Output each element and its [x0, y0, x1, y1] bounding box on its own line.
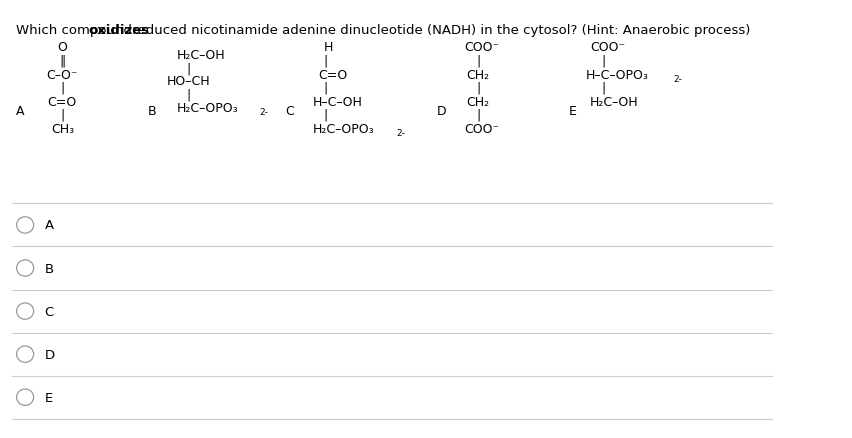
- Text: |: |: [187, 62, 191, 75]
- Text: H₂C–OH: H₂C–OH: [176, 49, 225, 62]
- Text: |: |: [602, 81, 606, 95]
- Text: |: |: [324, 81, 328, 95]
- Text: C=O: C=O: [319, 69, 348, 81]
- Text: COO⁻: COO⁻: [590, 41, 625, 53]
- Text: ‖: ‖: [60, 54, 66, 67]
- Text: HO–CH: HO–CH: [167, 75, 210, 88]
- Text: H–C–OPO₃: H–C–OPO₃: [586, 69, 649, 81]
- Text: C–O⁻: C–O⁻: [47, 69, 78, 81]
- Text: B: B: [147, 105, 156, 118]
- Text: |: |: [602, 54, 606, 67]
- Text: 2-: 2-: [260, 108, 268, 117]
- Text: 2-: 2-: [674, 75, 682, 84]
- Text: C=O: C=O: [48, 95, 77, 109]
- Text: E: E: [569, 105, 577, 118]
- Text: C: C: [285, 105, 294, 118]
- Text: |: |: [187, 88, 191, 101]
- Text: E: E: [44, 391, 53, 404]
- Text: Which compound: Which compound: [16, 24, 136, 36]
- Text: |: |: [60, 81, 65, 95]
- Text: H–C–OH: H–C–OH: [313, 95, 363, 109]
- Text: |: |: [324, 109, 328, 121]
- Text: COO⁻: COO⁻: [464, 41, 499, 53]
- Text: D: D: [437, 105, 446, 118]
- Text: CH₂: CH₂: [467, 95, 490, 109]
- Text: H₂C–OPO₃: H₂C–OPO₃: [313, 122, 375, 135]
- Text: |: |: [324, 54, 328, 67]
- Text: C: C: [44, 305, 54, 318]
- Text: |: |: [476, 54, 481, 67]
- Text: reduced nicotinamide adenine dinucleotide (NADH) in the cytosol? (Hint: Anaerobi: reduced nicotinamide adenine dinucleotid…: [129, 24, 751, 36]
- Text: H: H: [324, 41, 333, 53]
- Text: |: |: [476, 109, 481, 121]
- Text: H₂C–OPO₃: H₂C–OPO₃: [176, 102, 238, 115]
- Text: CH₂: CH₂: [467, 69, 490, 81]
- Text: O: O: [57, 41, 67, 53]
- Text: oxidizes: oxidizes: [88, 24, 149, 36]
- Text: COO⁻: COO⁻: [464, 122, 499, 135]
- Text: H₂C–OH: H₂C–OH: [590, 95, 639, 109]
- Text: A: A: [16, 105, 25, 118]
- Text: A: A: [44, 219, 54, 232]
- Text: D: D: [44, 348, 55, 361]
- Text: |: |: [60, 109, 65, 121]
- Text: B: B: [44, 262, 54, 275]
- Text: 2-: 2-: [396, 129, 405, 138]
- Text: |: |: [476, 81, 481, 95]
- Text: CH₃: CH₃: [51, 122, 74, 135]
